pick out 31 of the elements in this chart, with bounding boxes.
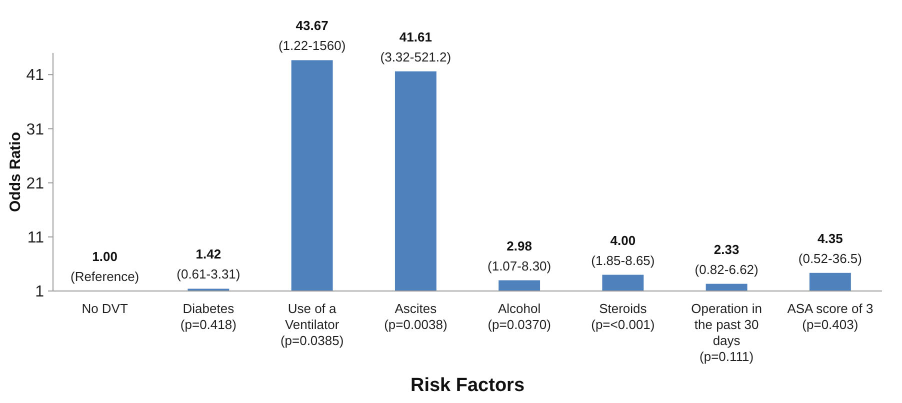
y-tick-label: 31 <box>26 121 44 138</box>
annotation: (0.82-6.62) <box>694 262 758 277</box>
y-tick-label: 1 <box>35 284 44 301</box>
x-tick-label: Alcohol (p=0.0370) <box>488 301 551 332</box>
annotation: (1.07-8.30) <box>488 258 552 274</box>
x-tick-label: Ascites (p=0.0038) <box>384 301 448 332</box>
x-tick-label: Steroids (p=<0.001) <box>591 301 655 332</box>
data-label: 2.98 <box>506 238 532 254</box>
x-tick-label: Use of a Ventilator (p=0.0385) <box>280 301 344 348</box>
data-label: 4.35 <box>818 230 843 246</box>
annotation: (1.22-1560) <box>278 38 346 54</box>
x-tick-label: No DVT <box>82 301 128 316</box>
annotation: (Reference) <box>70 269 140 284</box>
annotation: (1.85-8.65) <box>591 252 655 268</box>
data-label: 4.00 <box>610 232 636 248</box>
data-label: 41.61 <box>399 29 432 44</box>
data-label: 1.00 <box>92 249 118 264</box>
x-axis-title: Risk Factors <box>410 375 525 396</box>
annotation: (0.61-3.31) <box>176 266 240 282</box>
y-tick-label: 21 <box>26 175 44 192</box>
data-label: 2.33 <box>714 242 740 257</box>
annotation: (0.52-36.5) <box>798 250 862 266</box>
data-label: 43.67 <box>296 18 328 34</box>
x-tick-label: Diabetes (p=0.418) <box>180 301 236 332</box>
y-tick-label: 41 <box>26 67 44 84</box>
x-tick-label: Operation in the past 30 days (p=0.111) <box>691 301 762 364</box>
y-tick-label: 11 <box>27 230 44 247</box>
x-tick-label: ASA score of 3 (p=0.403) <box>787 301 874 332</box>
y-axis-title: Odds Ratio <box>7 132 24 212</box>
annotation: (3.32-521.2) <box>380 49 452 64</box>
data-label: 1.42 <box>196 246 222 262</box>
